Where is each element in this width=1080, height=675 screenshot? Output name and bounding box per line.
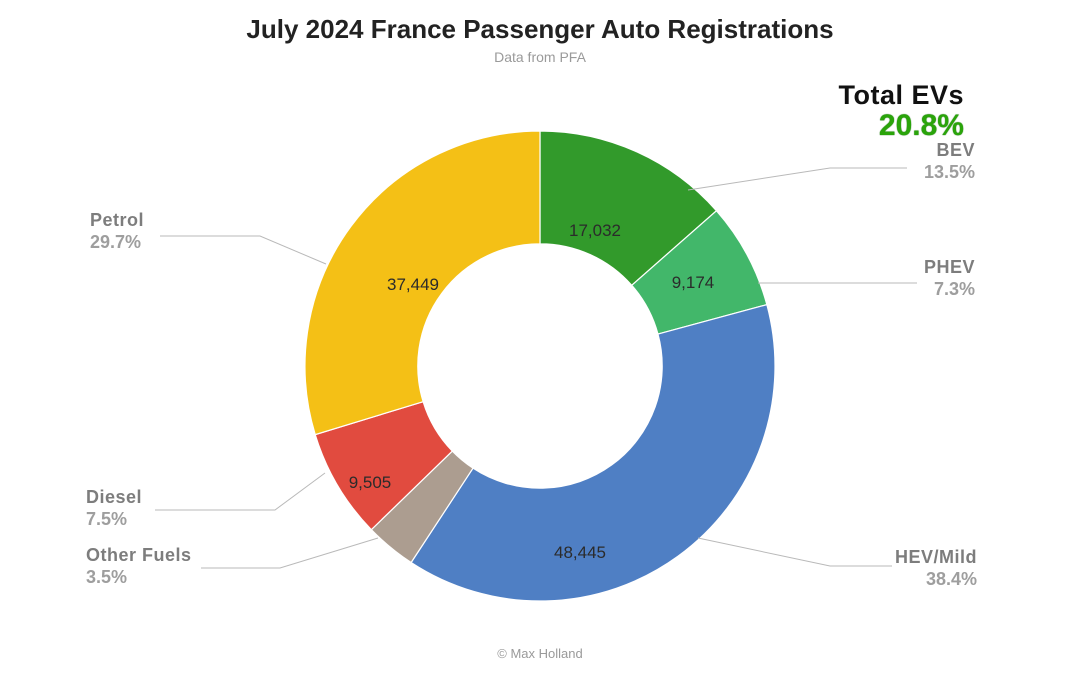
donut-chart: 17,032 9,174 48,445 9,505 37,449 BEV13.5% PHEV… [0,68,1080,641]
slice-name-label: Diesel [86,487,142,507]
slice-name-label: Other Fuels [86,545,192,565]
slice-pct-label: 29.7% [90,232,141,252]
chart-footer: © Max Holland [0,646,1080,661]
leader-line [155,473,325,510]
slice-value-label: 9,505 [349,473,392,492]
chart-subtitle: Data from PFA [0,49,1080,65]
slice-value-label: 17,032 [569,221,621,240]
slice-name-label: HEV/Mild [895,547,977,567]
slice-value-label: 37,449 [387,275,439,294]
leader-line [688,168,907,190]
slice-pct-label: 13.5% [924,162,975,182]
slice-pct-label: 7.3% [934,279,975,299]
slice-name-label: BEV [936,140,975,160]
title-block: July 2024 France Passenger Auto Registra… [0,0,1080,65]
slice-name-label: Petrol [90,210,144,230]
donut-svg: 17,032 9,174 48,445 9,505 37,449 BEV13.5% PHEV… [0,68,1080,664]
slice-pct-label: 3.5% [86,567,127,587]
slice-pct-label: 7.5% [86,509,127,529]
slice-value-label: 9,174 [672,273,715,292]
slice-pct-label: 38.4% [926,569,977,589]
slice-name-label: PHEV [924,257,975,277]
leader-line [201,538,378,568]
chart-title: July 2024 France Passenger Auto Registra… [0,14,1080,45]
slice-value-label: 48,445 [554,543,606,562]
leader-line [160,236,326,264]
leader-line [698,538,892,566]
